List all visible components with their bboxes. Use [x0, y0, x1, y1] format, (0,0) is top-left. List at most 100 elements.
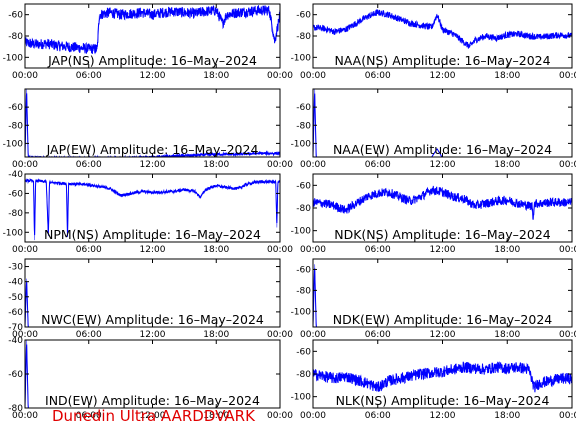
y-tick-label: -60	[8, 11, 23, 21]
x-tick-label: 06:00	[76, 71, 102, 81]
x-tick-label: 18:00	[494, 160, 520, 170]
x-tick-label: 12:00	[140, 411, 166, 421]
x-tick-label: 00:00	[267, 411, 293, 421]
chart-panel-1: -100 -80 -60 00:00 06:00 12:00 18:00 00:00 JAP(N…	[3, 3, 293, 81]
y-tick-label: -100	[291, 139, 312, 149]
y-tick-label: -50	[8, 293, 23, 303]
x-tick-label: 06:00	[365, 245, 391, 255]
x-tick-label: 00:00	[300, 71, 326, 81]
chart-title: NAA(NS) Amplitude: 16–May–2024	[334, 53, 550, 68]
x-tick-label: 12:00	[430, 411, 456, 421]
chart-panel-3: -100 -80 -60 00:00 06:00 12:00 18:00 00:00 JAP(E…	[3, 88, 293, 170]
x-tick-label: 18:00	[494, 411, 520, 421]
x-tick-label: 00:00	[300, 245, 326, 255]
x-tick-label: 06:00	[76, 245, 102, 255]
y-tick-label: -100	[3, 228, 24, 238]
chart-panel-10: -100 -80 -60 00:00 06:00 12:00 18:00 00:00 NLK(N…	[291, 339, 576, 421]
footer-credit: Dunedin Ultra AARDDVARK	[52, 407, 255, 425]
y-tick-label: -60	[296, 347, 311, 357]
chart-panel-7: -70 -60 -50 -40 -30 00:00 06:00 12:00 18:00 00:00…	[8, 258, 293, 340]
chart-panel-5: -100 -80 -60 -40 00:00 06:00 12:00 18:00 00:00 NP…	[3, 170, 294, 255]
y-tick-label: -100	[291, 227, 312, 237]
series-line-1	[25, 5, 280, 55]
y-tick-label: -100	[291, 393, 312, 403]
x-tick-label: 12:00	[430, 160, 456, 170]
series-line-6	[313, 185, 572, 220]
series-keyline-6	[313, 189, 572, 220]
y-tick-label: -80	[296, 121, 311, 131]
x-tick-label: 06:00	[365, 411, 391, 421]
y-tick-label: -80	[296, 204, 311, 214]
y-tick-label: -80	[8, 121, 23, 131]
x-tick-label: 06:00	[365, 71, 391, 81]
y-tick-label: -100	[3, 53, 24, 63]
series-keyline-9	[25, 340, 29, 408]
chart-panel-6: -100 -80 -60 00:00 06:00 12:00 18:00 00:00 NDK(N…	[291, 173, 576, 255]
x-tick-label: 00:00	[559, 160, 576, 170]
chart-panel-4: -100 -80 -60 00:00 06:00 12:00 18:00 00:00 NAA(E…	[291, 88, 576, 170]
chart-title: NPM(NS) Amplitude: 16–May–2024	[44, 227, 261, 242]
x-tick-label: 18:00	[203, 71, 229, 81]
series-keyline-3	[25, 89, 280, 157]
x-tick-label: 12:00	[140, 245, 166, 255]
series-keyline-5	[25, 180, 280, 241]
x-tick-label: 12:00	[430, 330, 456, 340]
x-tick-label: 00:00	[267, 330, 293, 340]
y-tick-label: -60	[296, 11, 311, 21]
x-tick-label: 18:00	[203, 245, 229, 255]
x-tick-label: 12:00	[140, 330, 166, 340]
x-tick-label: 00:00	[300, 411, 326, 421]
series-keyline-7	[25, 278, 29, 327]
chart-title: NDK(NS) Amplitude: 16–May–2024	[334, 227, 551, 242]
series-keyline-1	[25, 9, 280, 50]
chart-panel-9: -80 -60 -40 00:00 06:00 12:00 18:00 00:00 IND(EW…	[8, 336, 293, 421]
y-tick-label: -100	[291, 307, 312, 317]
y-tick-label: -60	[296, 181, 311, 191]
y-tick-label: -80	[296, 286, 311, 296]
chart-panel-2: -100 -80 -60 00:00 06:00 12:00 18:00 00:00 NAA(N…	[291, 3, 576, 81]
x-tick-label: 06:00	[76, 411, 102, 421]
chart-title: NDK(EW) Amplitude: 16–May–2024	[333, 312, 553, 327]
x-tick-label: 00:00	[12, 160, 38, 170]
y-tick-label: -40	[8, 278, 23, 288]
series-keyline-8	[313, 264, 317, 327]
x-tick-label: 00:00	[559, 71, 576, 81]
x-tick-label: 18:00	[203, 330, 229, 340]
x-tick-label: 12:00	[430, 245, 456, 255]
x-tick-label: 18:00	[494, 330, 520, 340]
x-tick-label: 00:00	[12, 245, 38, 255]
y-tick-label: -40	[8, 336, 23, 346]
chart-panel-8: -100 -80 -60 00:00 06:00 12:00 18:00 00:00 NDK(E…	[291, 258, 576, 340]
y-tick-label: -60	[8, 103, 23, 113]
x-tick-label: 00:00	[267, 71, 293, 81]
x-tick-label: 06:00	[76, 330, 102, 340]
x-tick-label: 18:00	[203, 411, 229, 421]
x-tick-label: 00:00	[300, 160, 326, 170]
x-tick-label: 06:00	[365, 160, 391, 170]
y-tick-label: -40	[8, 170, 23, 180]
y-tick-label: -80	[8, 32, 23, 42]
series-keyline-2	[313, 12, 572, 48]
series-keyline-10	[313, 366, 572, 389]
x-tick-label: 00:00	[12, 330, 38, 340]
y-tick-label: -60	[8, 189, 23, 199]
x-tick-label: 00:00	[267, 245, 293, 255]
y-tick-label: -60	[296, 103, 311, 113]
chart-title: JAP(EW) Amplitude: 16–May–2024	[46, 142, 259, 157]
y-tick-label: -80	[8, 404, 23, 414]
x-tick-label: 12:00	[140, 71, 166, 81]
x-tick-label: 06:00	[76, 160, 102, 170]
y-tick-label: -60	[8, 370, 23, 380]
x-tick-label: 00:00	[267, 160, 293, 170]
chart-title: IND(EW) Amplitude: 16–May–2024	[45, 393, 260, 408]
x-tick-label: 00:00	[559, 411, 576, 421]
y-tick-label: -60	[8, 308, 23, 318]
x-tick-label: 00:00	[559, 245, 576, 255]
x-tick-label: 18:00	[494, 71, 520, 81]
chart-title: NAA(EW) Amplitude: 16–May–2024	[333, 142, 552, 157]
x-tick-label: 00:00	[12, 411, 38, 421]
y-tick-label: -100	[3, 139, 24, 149]
chart-title: NWC(EW) Amplitude: 16–May–2024	[41, 312, 264, 327]
x-tick-label: 00:00	[300, 330, 326, 340]
